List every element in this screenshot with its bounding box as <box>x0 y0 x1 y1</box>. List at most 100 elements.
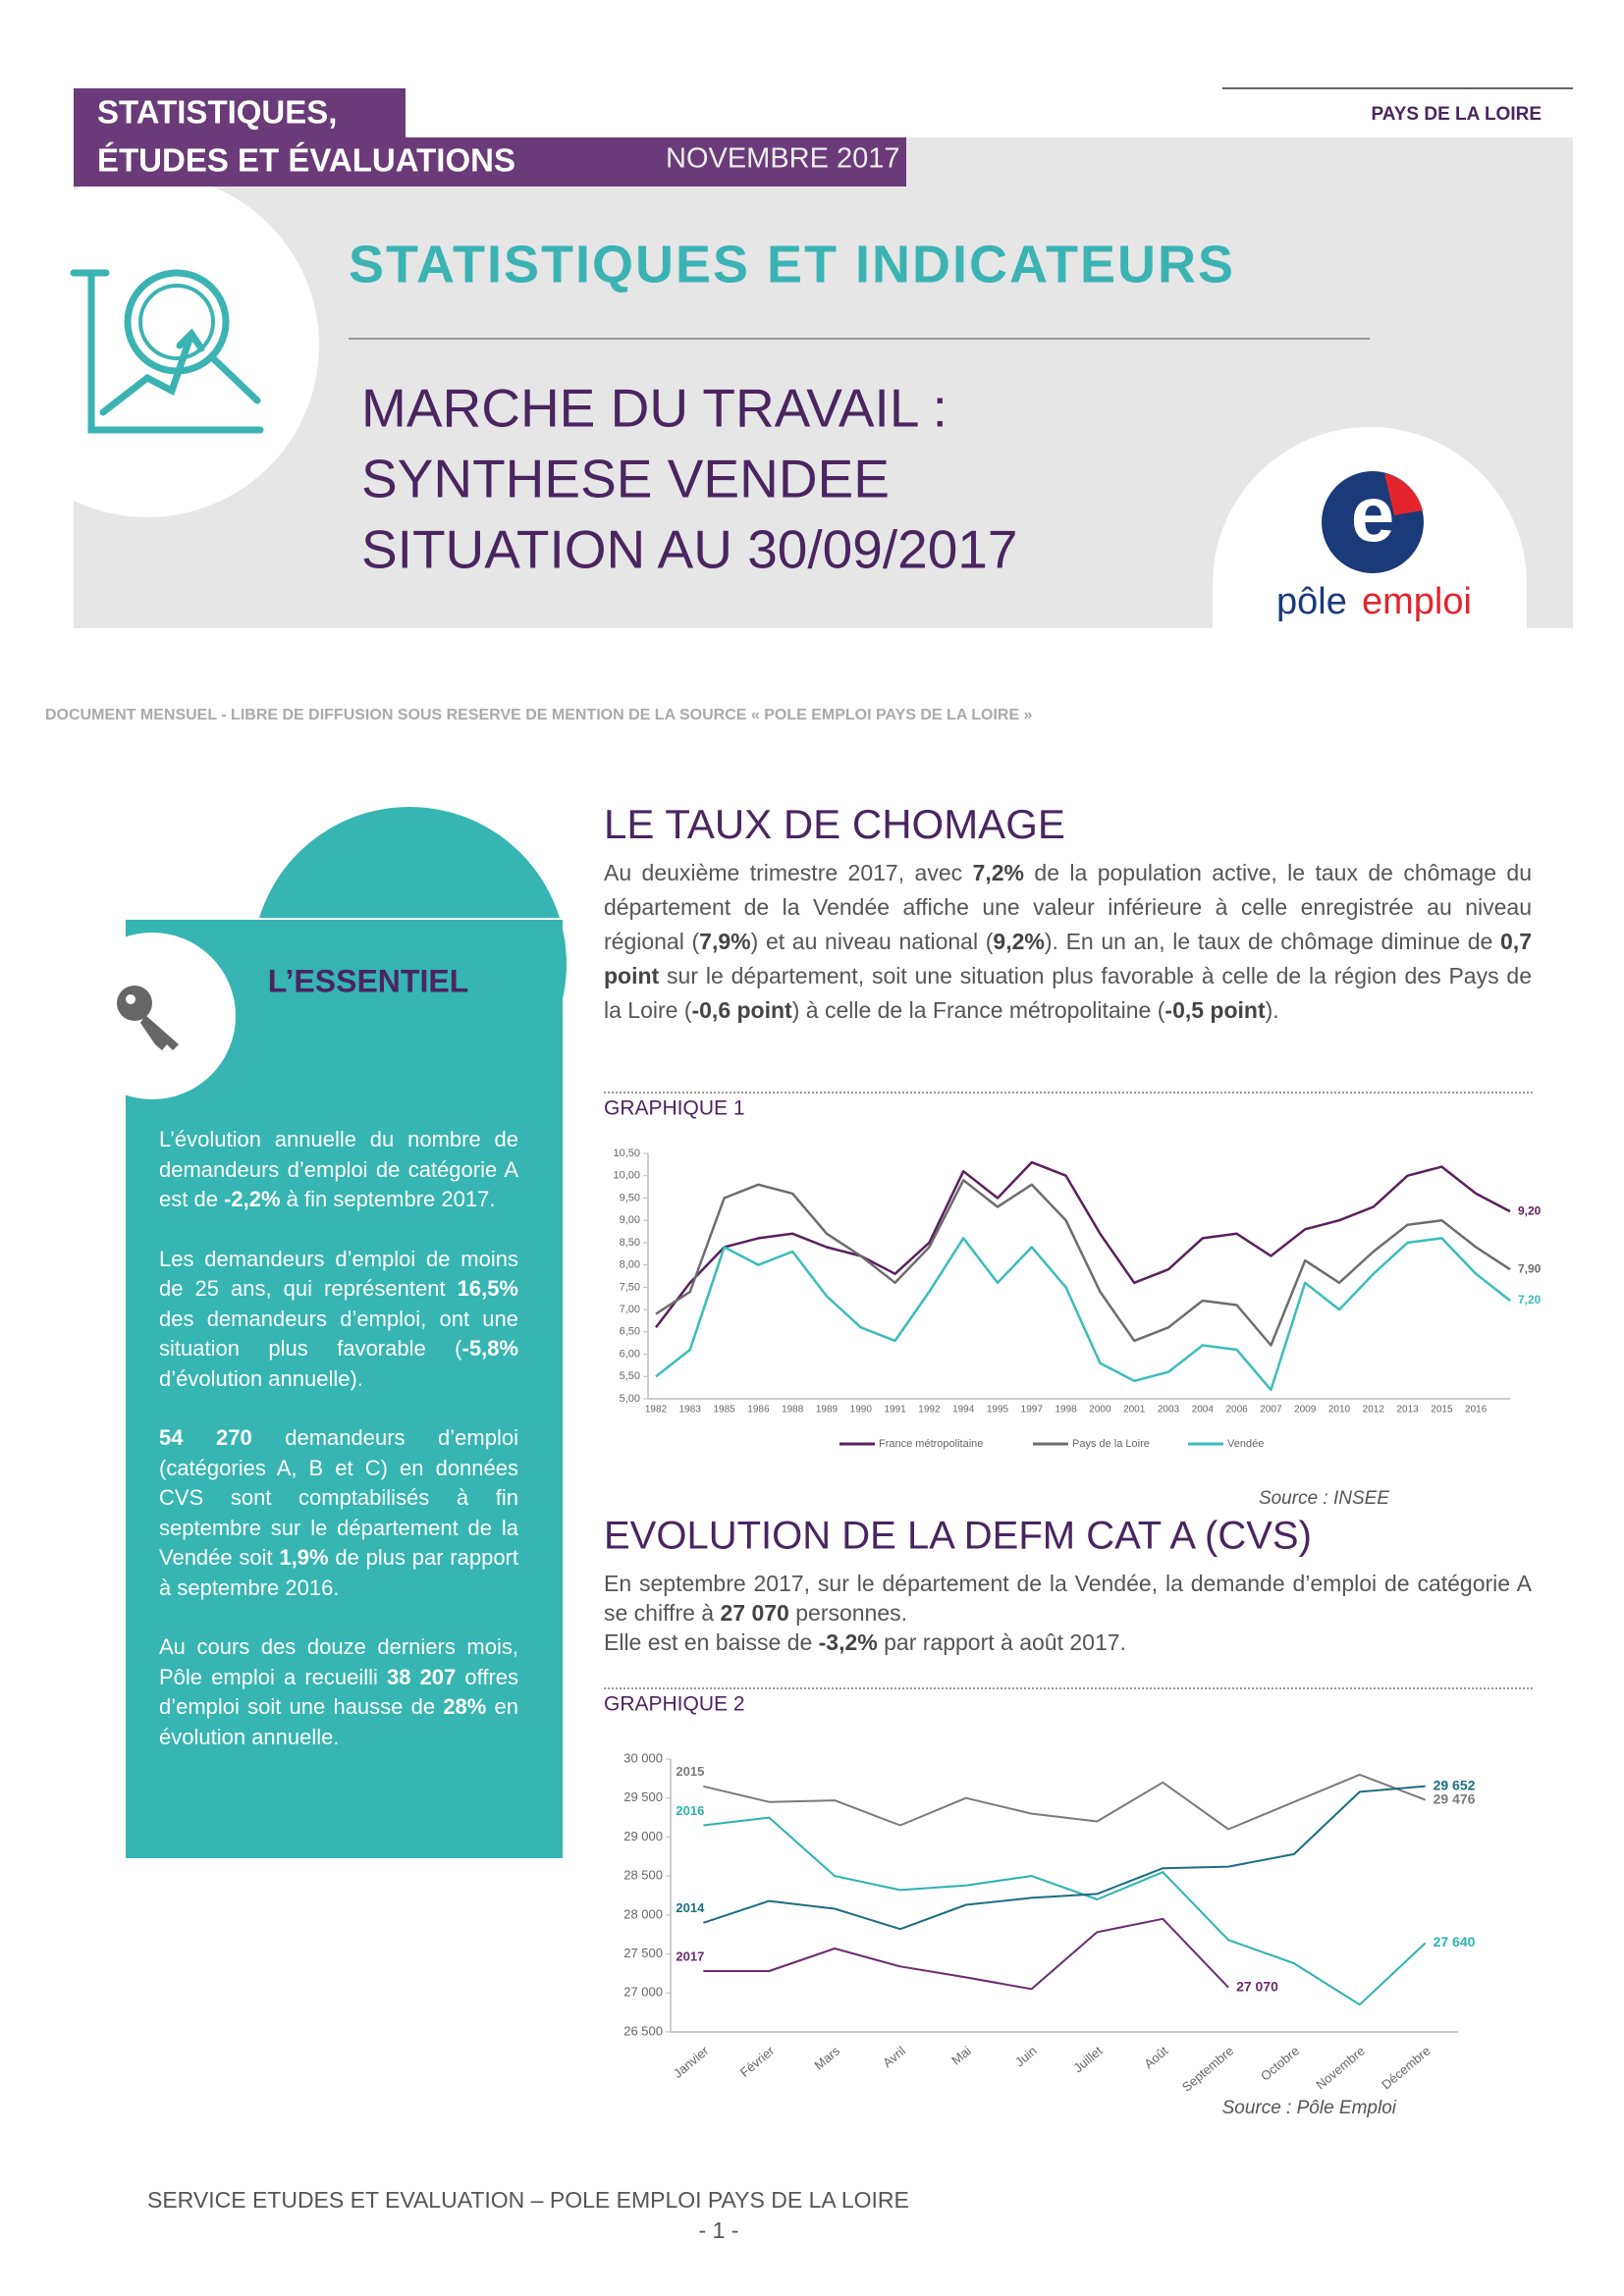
x-tick-label: Janvier <box>671 2043 712 2081</box>
y-tick-label: 6,00 <box>620 1348 640 1360</box>
x-tick-label: Mars <box>811 2043 842 2072</box>
x-tick-label: 2010 <box>1328 1405 1351 1415</box>
legend-label: France métropolitaine <box>879 1438 983 1450</box>
source: Source : Pôle Emploi <box>1222 2098 1397 2118</box>
x-tick-label: 1982 <box>645 1405 668 1415</box>
title: STATISTIQUES ET INDICATEURS <box>349 235 1235 294</box>
y-tick-label: 27 500 <box>623 1946 663 1960</box>
subtitle: MARCHE DU TRAVAIL : <box>361 378 947 439</box>
text-run: En septembre 2017, sur le département de… <box>604 1571 1532 1626</box>
x-tick-label: 1985 <box>713 1405 735 1415</box>
x-tick-label: 1986 <box>747 1405 770 1415</box>
value-label: 9,20 <box>1518 1203 1542 1217</box>
logo-text: pôle <box>1276 581 1347 622</box>
y-tick-label: 27 000 <box>623 1985 663 2000</box>
date: NOVEMBRE 2017 <box>666 143 900 175</box>
highlight: 0,7 point <box>604 929 1532 988</box>
highlight: 9,2% <box>993 929 1045 954</box>
series-line <box>703 1816 1427 2006</box>
paragraph: 54 270 demandeurs d’emploi (catégories A… <box>159 1423 518 1603</box>
x-tick-label: 2004 <box>1192 1405 1215 1415</box>
text-run: L’évolution annuelle du nombre de demand… <box>159 1127 518 1211</box>
x-tick-label: 2012 <box>1363 1405 1385 1415</box>
y-tick-label: 28 000 <box>623 1906 663 1921</box>
x-tick-label: Septembre <box>1179 2043 1236 2094</box>
series-line <box>655 1179 1511 1347</box>
series-label: 2015 <box>676 1764 704 1779</box>
graph-label: GRAPHIQUE 2 <box>604 1693 745 1716</box>
x-tick-label: 1990 <box>850 1405 873 1415</box>
source: Source : INSEE <box>1259 1488 1389 1509</box>
y-tick-label: 7,50 <box>620 1281 640 1293</box>
series-box <box>74 88 406 187</box>
section-title: LE TAUX DE CHOMAGE <box>604 801 1065 847</box>
logo-accent <box>1384 473 1423 515</box>
text-run: des demandeurs d’emploi, ont une situati… <box>159 1306 518 1362</box>
text-run: ) et au niveau national ( <box>750 929 994 954</box>
series-line <box>655 1237 1511 1392</box>
y-tick-label: 10,50 <box>613 1148 640 1159</box>
x-tick-label: 1988 <box>782 1405 804 1415</box>
series-line <box>703 1917 1229 1991</box>
value-label: 29 652 <box>1434 1777 1476 1792</box>
paragraph: En septembre 2017, sur le département de… <box>604 1569 1532 1628</box>
text-run: à fin septembre 2017. <box>280 1187 496 1211</box>
x-tick-label: 1995 <box>987 1405 1009 1415</box>
value-label: 27 070 <box>1236 1978 1278 1994</box>
text-run: en évolution annuelle. <box>159 1694 518 1749</box>
x-tick-label: 1991 <box>884 1405 906 1415</box>
y-tick-label: 5,50 <box>620 1370 640 1382</box>
footer-service: SERVICE ETUDES ET EVALUATION – POLE EMPL… <box>147 2187 909 2213</box>
x-tick-label: Juillet <box>1070 2043 1105 2075</box>
y-tick-label: 8,00 <box>620 1259 640 1271</box>
series-title: STATISTIQUES, <box>97 94 337 131</box>
y-tick-label: 29 000 <box>623 1829 663 1843</box>
series-line <box>703 1773 1426 1831</box>
x-tick-label: 2007 <box>1260 1405 1282 1415</box>
y-tick-label: 6,50 <box>620 1326 640 1338</box>
icon <box>70 269 264 434</box>
essentiel-text: L’évolution annuelle du nombre de demand… <box>159 1125 518 1782</box>
section-title: EVOLUTION DE LA DEFM CAT A (CVS) <box>604 1515 1312 1558</box>
graph-label: GRAPHIQUE 1 <box>604 1097 745 1120</box>
y-tick-label: 10,00 <box>613 1170 640 1182</box>
value-label: 7,20 <box>1518 1293 1542 1307</box>
disclaimer: DOCUMENT MENSUEL - LIBRE DE DIFFUSION SO… <box>45 707 1033 723</box>
key-icon <box>117 986 179 1050</box>
text-run: sur le département, soit une situation p… <box>604 963 1532 1023</box>
highlight: 7,9% <box>699 929 751 954</box>
x-tick-label: 2016 <box>1465 1405 1488 1415</box>
series-label: 2017 <box>676 1949 704 1963</box>
essentiel-cutout <box>69 933 236 1099</box>
paragraph: Au deuxième trimestre 2017, avec 7,2% de… <box>604 856 1532 1028</box>
series-label: 2016 <box>676 1803 704 1818</box>
highlight: -0,6 point <box>691 997 792 1023</box>
y-tick-label: 5,00 <box>620 1393 640 1405</box>
y-tick-label: 26 500 <box>623 2023 663 2038</box>
series-title: ÉTUDES ET ÉVALUATIONS <box>97 142 515 179</box>
text-run: offres d’emploi soit une hausse de <box>159 1664 518 1720</box>
date-box <box>406 137 906 187</box>
y-tick-label: 28 500 <box>623 1868 663 1883</box>
y-tick-label: 8,50 <box>620 1237 640 1249</box>
x-tick-label: 2001 <box>1123 1405 1146 1415</box>
text-run: Au cours des douze derniers mois, Pôle e… <box>159 1634 518 1689</box>
text-run: Les demandeurs d’emploi de moins de 25 a… <box>159 1246 518 1302</box>
series-line <box>655 1160 1511 1329</box>
y-tick-label: 30 000 <box>623 1750 663 1765</box>
y-tick-label: 29 500 <box>623 1789 663 1804</box>
x-tick-label: 1998 <box>1055 1405 1077 1415</box>
text-run: d’évolution annuelle). <box>159 1365 363 1391</box>
highlight: -5,8% <box>461 1336 518 1361</box>
x-tick-label: 2000 <box>1089 1405 1111 1415</box>
logo-text: emploi <box>1362 581 1472 622</box>
series-label: 2014 <box>676 1900 705 1915</box>
value-label: 27 640 <box>1434 1934 1476 1949</box>
value-label: 29 476 <box>1434 1790 1476 1806</box>
highlight: 38 207 <box>387 1664 457 1689</box>
value-label: 7,90 <box>1518 1261 1542 1275</box>
x-tick-label: Décembre <box>1379 2043 1434 2092</box>
x-tick-label: 2006 <box>1225 1405 1248 1415</box>
subtitle: SYNTHESE VENDEE <box>361 449 890 509</box>
y-tick-label: 7,00 <box>620 1304 640 1315</box>
